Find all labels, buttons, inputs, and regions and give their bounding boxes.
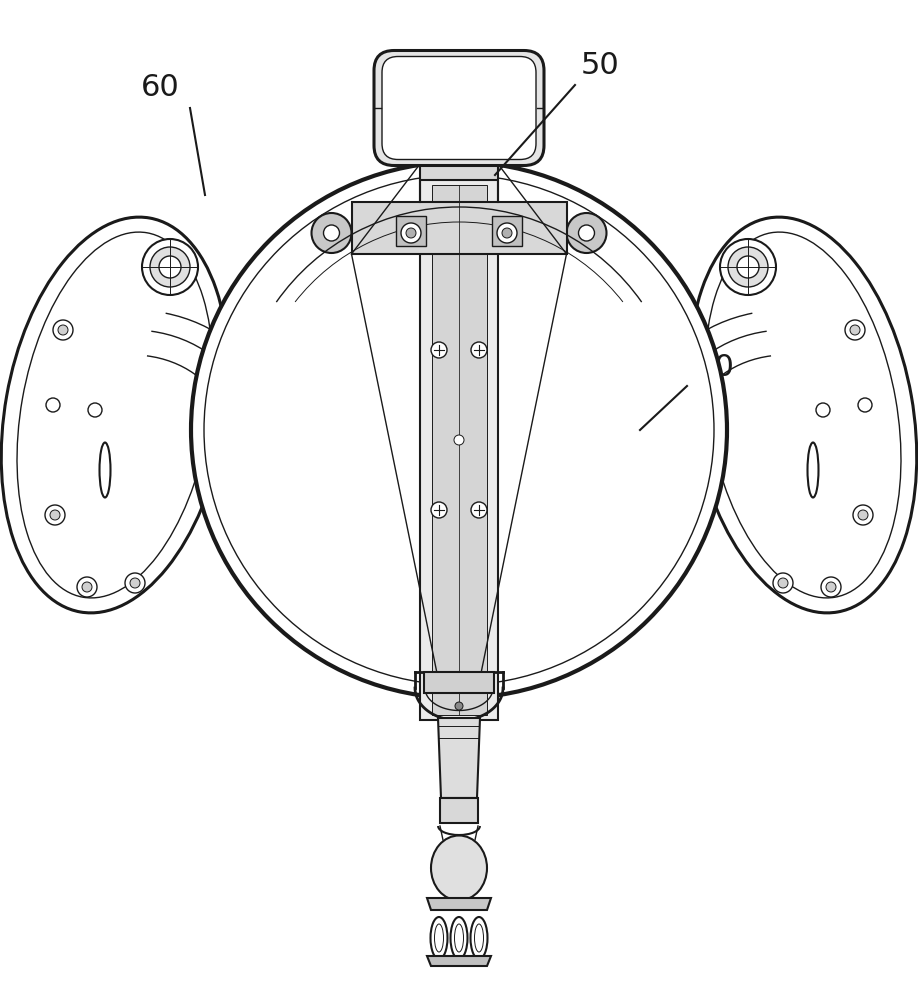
Ellipse shape bbox=[471, 917, 487, 959]
Circle shape bbox=[497, 223, 517, 243]
Polygon shape bbox=[427, 956, 491, 966]
Circle shape bbox=[853, 505, 873, 525]
Circle shape bbox=[858, 510, 868, 520]
Circle shape bbox=[728, 247, 768, 287]
Circle shape bbox=[150, 247, 190, 287]
Circle shape bbox=[821, 577, 841, 597]
Polygon shape bbox=[420, 180, 498, 720]
Polygon shape bbox=[440, 798, 478, 823]
Circle shape bbox=[845, 320, 865, 340]
Circle shape bbox=[191, 162, 727, 698]
Ellipse shape bbox=[431, 917, 447, 959]
Circle shape bbox=[45, 505, 65, 525]
Ellipse shape bbox=[454, 924, 464, 952]
Circle shape bbox=[401, 223, 421, 243]
Circle shape bbox=[142, 239, 198, 295]
Polygon shape bbox=[424, 672, 494, 693]
Circle shape bbox=[58, 325, 68, 335]
Circle shape bbox=[471, 342, 487, 358]
Circle shape bbox=[720, 239, 776, 295]
Circle shape bbox=[773, 573, 793, 593]
Text: 60: 60 bbox=[140, 74, 179, 103]
Circle shape bbox=[502, 228, 512, 238]
Circle shape bbox=[778, 578, 788, 588]
Ellipse shape bbox=[434, 924, 443, 952]
Circle shape bbox=[850, 325, 860, 335]
Circle shape bbox=[53, 320, 73, 340]
Circle shape bbox=[130, 578, 140, 588]
Circle shape bbox=[159, 256, 181, 278]
Circle shape bbox=[431, 342, 447, 358]
FancyBboxPatch shape bbox=[374, 50, 544, 165]
Circle shape bbox=[578, 225, 595, 241]
Ellipse shape bbox=[689, 217, 917, 613]
Circle shape bbox=[406, 228, 416, 238]
Circle shape bbox=[88, 403, 102, 417]
Ellipse shape bbox=[451, 917, 467, 959]
Polygon shape bbox=[352, 202, 566, 254]
Polygon shape bbox=[438, 718, 480, 798]
Polygon shape bbox=[420, 165, 498, 202]
Circle shape bbox=[454, 435, 464, 445]
Polygon shape bbox=[431, 185, 487, 715]
Circle shape bbox=[858, 398, 872, 412]
Circle shape bbox=[46, 398, 60, 412]
Circle shape bbox=[566, 213, 607, 253]
Circle shape bbox=[816, 403, 830, 417]
Circle shape bbox=[431, 502, 447, 518]
Polygon shape bbox=[396, 216, 426, 246]
Circle shape bbox=[737, 256, 759, 278]
Ellipse shape bbox=[475, 924, 484, 952]
Polygon shape bbox=[492, 216, 522, 246]
Circle shape bbox=[50, 510, 60, 520]
Circle shape bbox=[125, 573, 145, 593]
Text: 30: 30 bbox=[696, 354, 734, 382]
Ellipse shape bbox=[1, 217, 229, 613]
Ellipse shape bbox=[431, 836, 487, 900]
Ellipse shape bbox=[808, 442, 819, 497]
Ellipse shape bbox=[99, 442, 110, 497]
Circle shape bbox=[77, 577, 97, 597]
Polygon shape bbox=[427, 898, 491, 910]
Circle shape bbox=[323, 225, 340, 241]
FancyBboxPatch shape bbox=[382, 56, 536, 159]
Circle shape bbox=[455, 702, 463, 710]
Circle shape bbox=[311, 213, 352, 253]
Text: 50: 50 bbox=[580, 50, 620, 80]
Circle shape bbox=[826, 582, 836, 592]
Circle shape bbox=[471, 502, 487, 518]
Circle shape bbox=[82, 582, 92, 592]
